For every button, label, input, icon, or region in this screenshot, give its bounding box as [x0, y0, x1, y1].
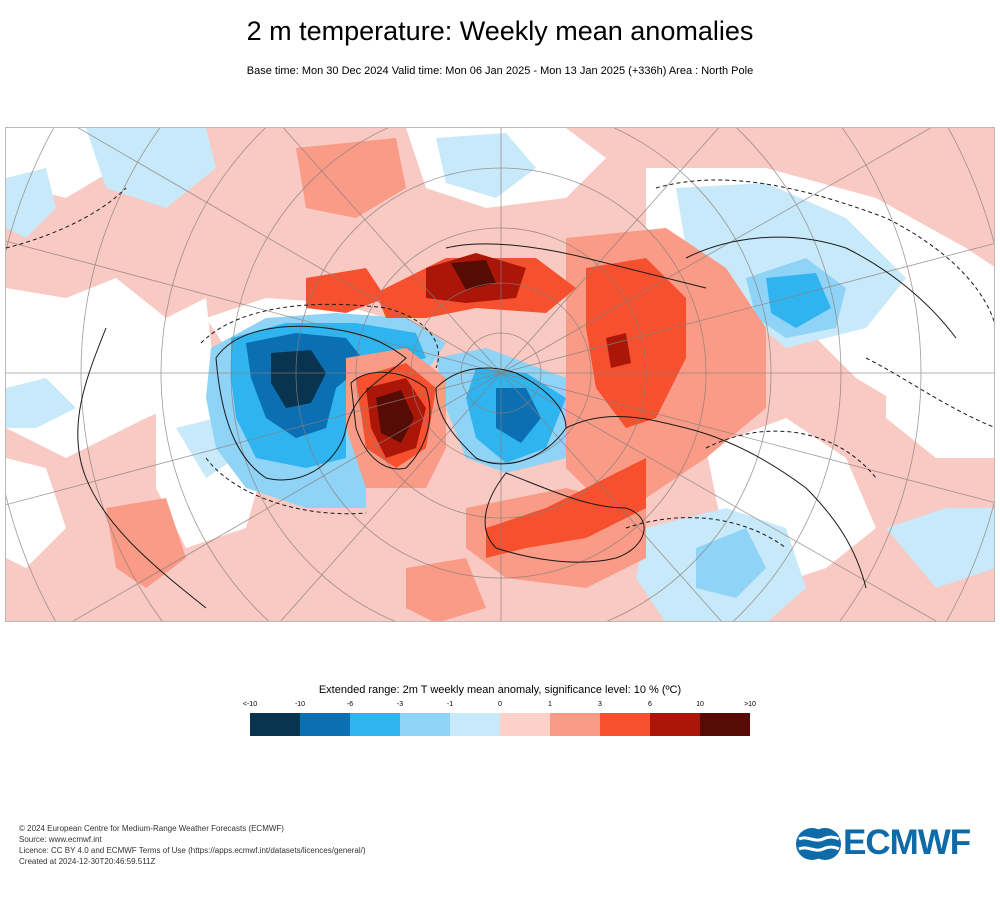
legend-tick: 10	[696, 701, 704, 708]
legend-ticks: <-10 -10 -6 -3 -1 0 1 3 6 10 >10	[243, 701, 756, 713]
legend-color-swatch	[400, 713, 450, 736]
chart-title: 2 m temperature: Weekly mean anomalies	[246, 16, 754, 46]
ecmwf-logo-icon	[796, 828, 841, 860]
legend-tick: <-10	[242, 701, 258, 708]
ecmwf-logo-text: ECMWF	[843, 823, 971, 862]
legend-tick: -10	[294, 701, 306, 708]
legend-tick: -1	[446, 701, 454, 708]
ecmwf-logo: ECMWF	[795, 823, 985, 862]
legend-tick: 3	[598, 701, 602, 708]
legend-title: Extended range: 2m T weekly mean anomaly…	[318, 684, 682, 696]
copyright-text: © 2024 European Centre for Medium-Range …	[19, 824, 284, 833]
legend-color-swatch	[700, 713, 750, 736]
legend-color-swatch	[250, 713, 300, 736]
legend-color-swatch	[450, 713, 500, 736]
extreme-warm-anomaly-areas	[376, 260, 496, 443]
legend-tick: >10	[744, 701, 756, 708]
legend-color-swatch	[650, 713, 700, 736]
legend-tick: -3	[396, 701, 404, 708]
chart-subtitle: Base time: Mon 30 Dec 2024 Valid time: M…	[246, 65, 754, 77]
map-svg	[6, 128, 994, 621]
legend-tick: 0	[498, 701, 502, 708]
legend-color-swatch	[500, 713, 550, 736]
licence-text: Licence: CC BY 4.0 and ECMWF Terms of Us…	[19, 846, 366, 855]
polar-map	[5, 127, 995, 622]
legend-color-swatch	[550, 713, 600, 736]
legend-tick: 6	[648, 701, 652, 708]
legend-color-swatch	[300, 713, 350, 736]
legend-tick: 1	[548, 701, 552, 708]
legend-color-swatch	[350, 713, 400, 736]
extreme-cold-anomaly-areas	[271, 350, 326, 408]
created-text: Created at 2024-12-30T20:46:59.511Z	[19, 857, 156, 866]
legend-tick: -6	[346, 701, 354, 708]
legend-color-swatch	[600, 713, 650, 736]
footer-credits: © 2024 European Centre for Medium-Range …	[19, 823, 366, 867]
significance-contours	[6, 179, 994, 549]
coastlines	[77, 236, 957, 609]
source-text: Source: www.ecmwf.int	[19, 835, 102, 844]
graticule	[6, 128, 994, 621]
legend-colorbar	[250, 713, 750, 736]
